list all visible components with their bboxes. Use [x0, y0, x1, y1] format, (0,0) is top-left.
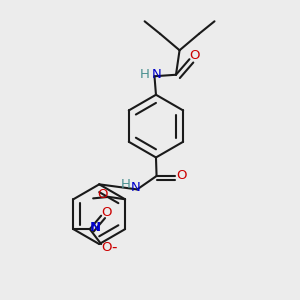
Text: -: - [111, 239, 116, 254]
Text: N: N [152, 68, 162, 81]
Text: O: O [101, 241, 112, 254]
Text: N: N [90, 221, 101, 234]
Text: O: O [190, 49, 200, 62]
Text: H: H [140, 68, 150, 81]
Text: O: O [101, 206, 112, 219]
Text: O: O [176, 169, 187, 182]
Text: H: H [121, 178, 131, 190]
Text: O: O [98, 188, 108, 201]
Text: N: N [131, 182, 140, 194]
